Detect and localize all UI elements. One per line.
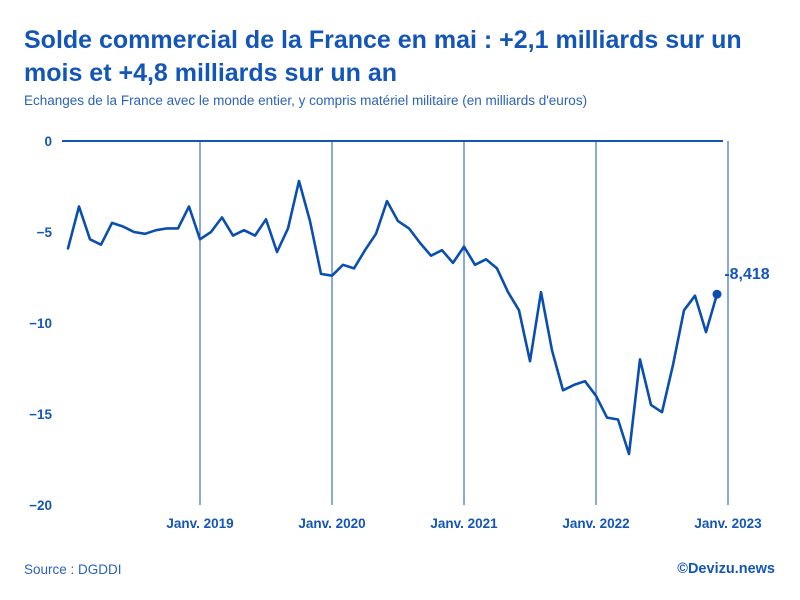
axis-ticks: Janv. 2019 Janv. 2020 Janv. 2021 Janv. 2022… xyxy=(29,134,762,531)
chart-subtitle: Echanges de la France avec le monde enti… xyxy=(24,93,588,108)
y-tick-label: −20 xyxy=(29,498,52,513)
annotation-layer: -8,418 xyxy=(712,266,770,299)
x-tick-label: Janv. 2023 xyxy=(694,516,762,531)
x-tick-label: Janv. 2019 xyxy=(166,516,233,531)
series-line-solde-commercial xyxy=(66,179,719,456)
y-tick-label: 0 xyxy=(44,134,52,149)
x-tick-label: Janv. 2020 xyxy=(298,516,365,531)
y-tick-label: −10 xyxy=(29,316,52,331)
brand-credit: ©Devizu.news xyxy=(677,561,775,577)
x-tick-label: Janv. 2021 xyxy=(430,516,498,531)
chart-title: Solde commercial de la France en mai : +… xyxy=(24,26,742,87)
grid-lines xyxy=(62,140,729,505)
source-note: Source : DGDDI xyxy=(24,562,122,577)
last-value-label: -8,418 xyxy=(724,266,769,283)
y-tick-label: −15 xyxy=(29,407,52,422)
series-layer xyxy=(66,179,719,456)
y-tick-label: −5 xyxy=(37,225,53,240)
x-tick-label: Janv. 2022 xyxy=(562,516,629,531)
last-point-marker xyxy=(712,289,722,299)
